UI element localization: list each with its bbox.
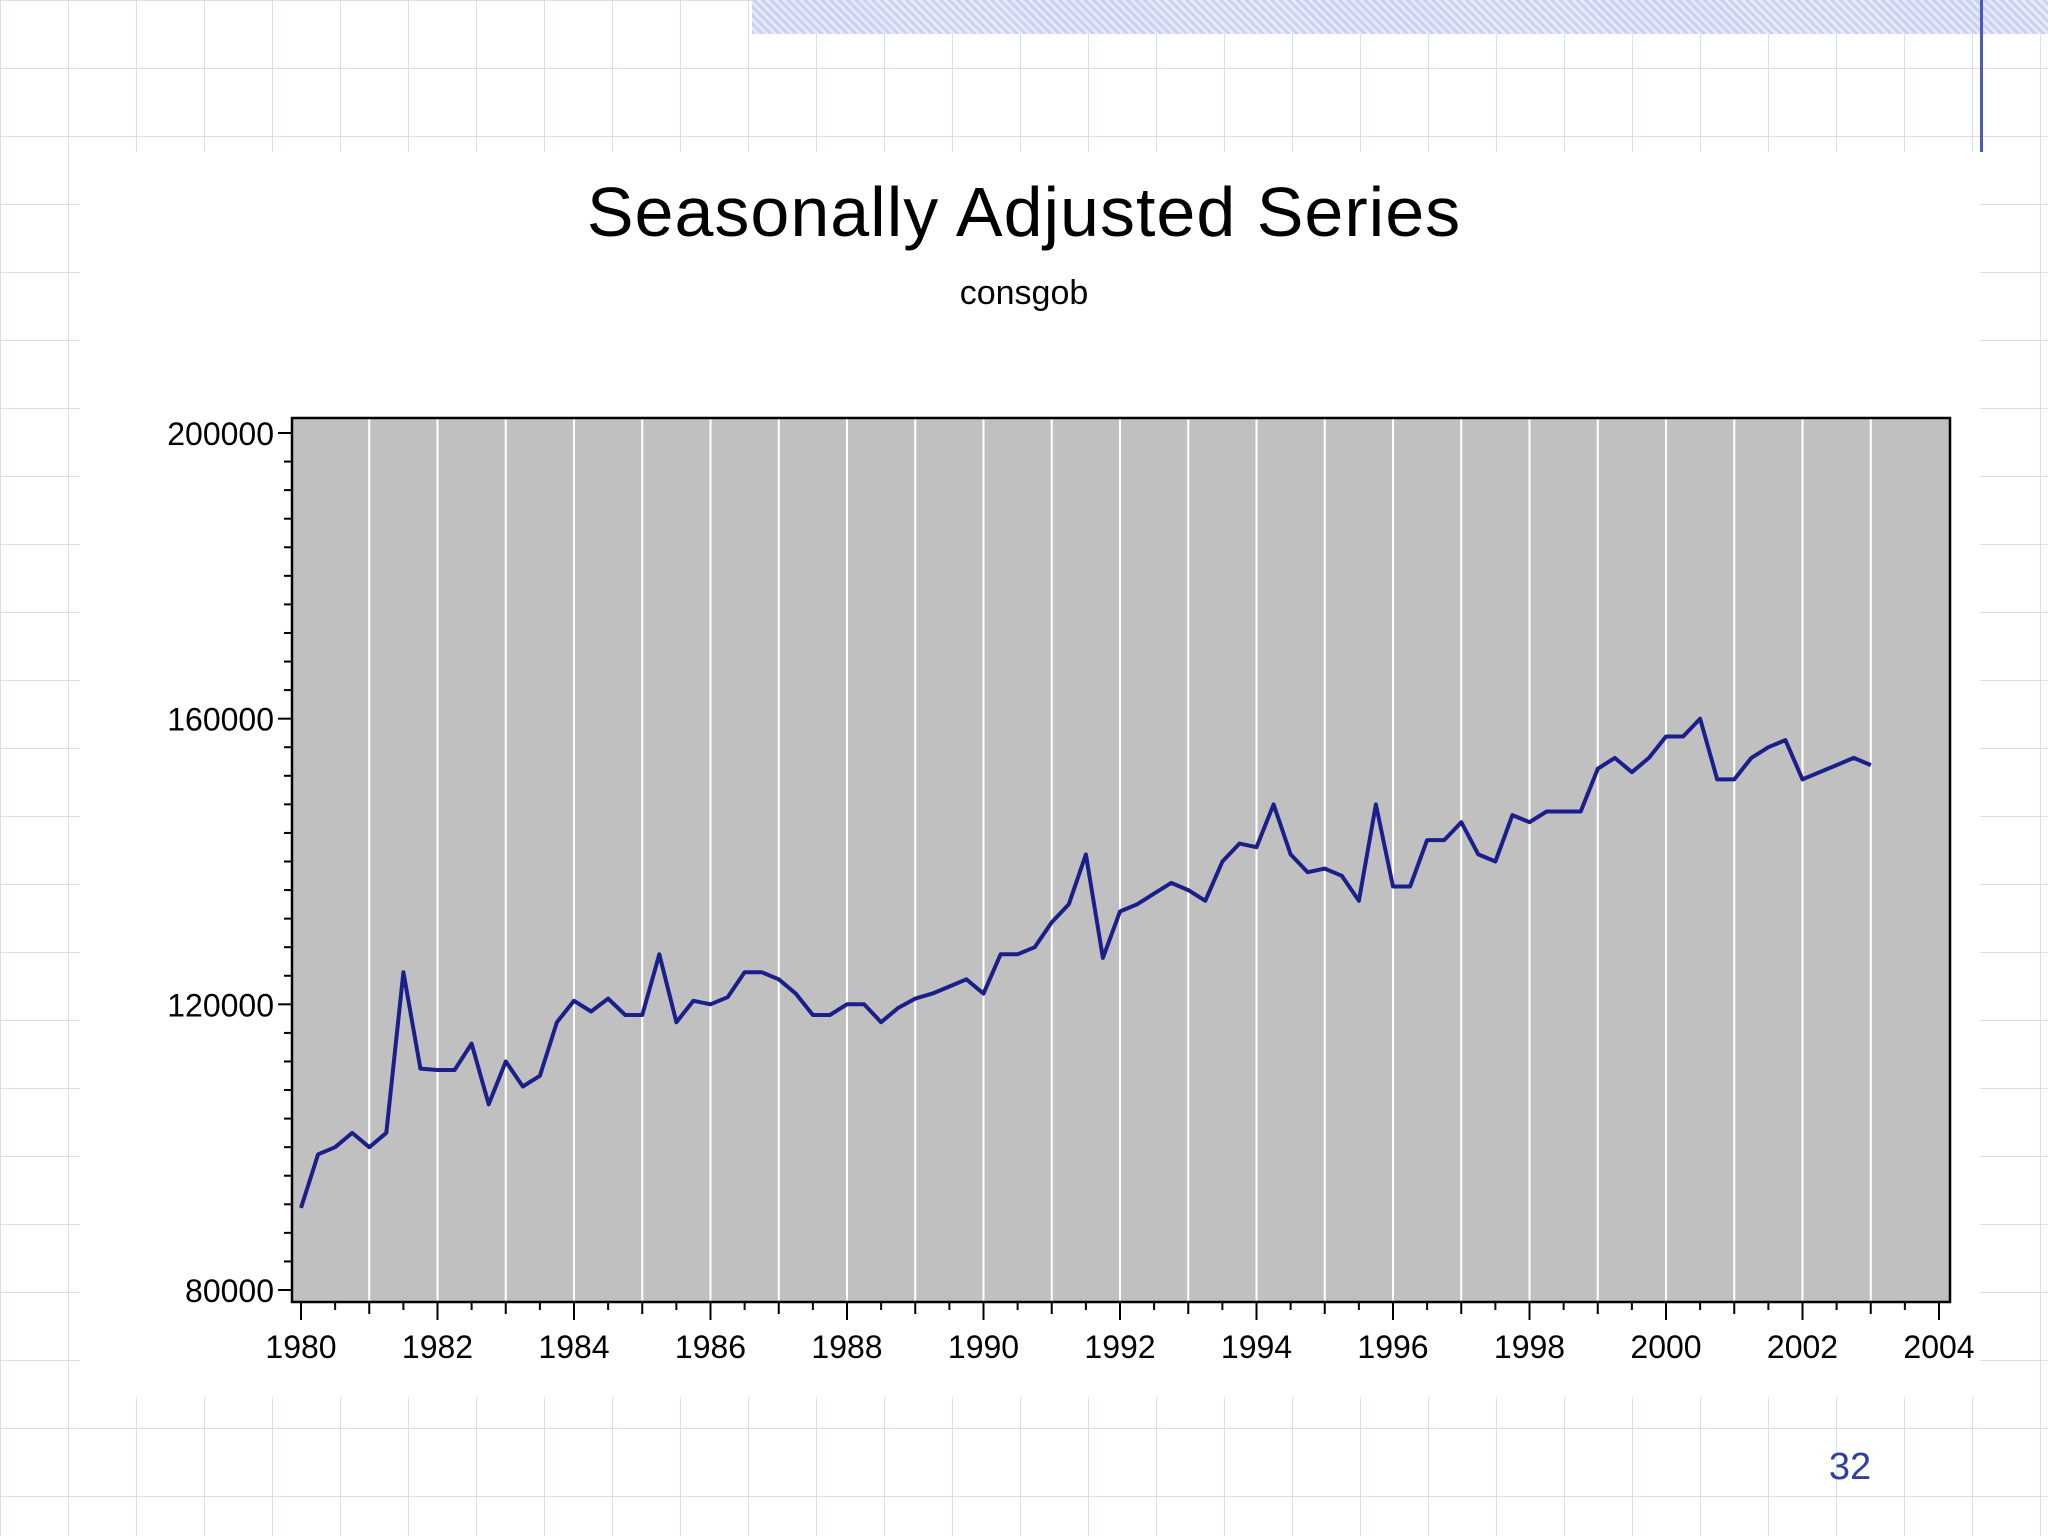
top-decorative-band	[752, 0, 2048, 34]
x-tick-label: 1996	[1357, 1329, 1428, 1365]
x-tick-label: 1992	[1084, 1329, 1155, 1365]
page-number: 32	[1828, 1446, 1872, 1488]
x-tick-label: 1986	[675, 1329, 746, 1365]
y-tick-label: 80000	[185, 1273, 274, 1309]
series-line	[299, 716, 1872, 1209]
x-tick-label: 1998	[1494, 1329, 1565, 1365]
y-tick-label: 120000	[167, 987, 274, 1023]
x-tick-label: 1988	[811, 1329, 882, 1365]
y-tick-label: 200000	[167, 416, 274, 452]
chart-title: Seasonally Adjusted Series	[586, 173, 1462, 251]
x-tick-label: 1990	[948, 1329, 1019, 1365]
chart-subtitle: consgob	[959, 274, 1089, 312]
x-tick-label: 2002	[1767, 1329, 1838, 1365]
x-tick-label: 1984	[538, 1329, 609, 1365]
x-tick-label: 1982	[402, 1329, 473, 1365]
x-tick-label: 2000	[1630, 1329, 1701, 1365]
x-tick-label: 1994	[1221, 1329, 1292, 1365]
x-tick-label: 1980	[265, 1329, 336, 1365]
y-tick-label: 160000	[167, 702, 274, 738]
corner-accent-line	[1980, 0, 1983, 152]
x-tick-label: 2004	[1903, 1329, 1974, 1365]
